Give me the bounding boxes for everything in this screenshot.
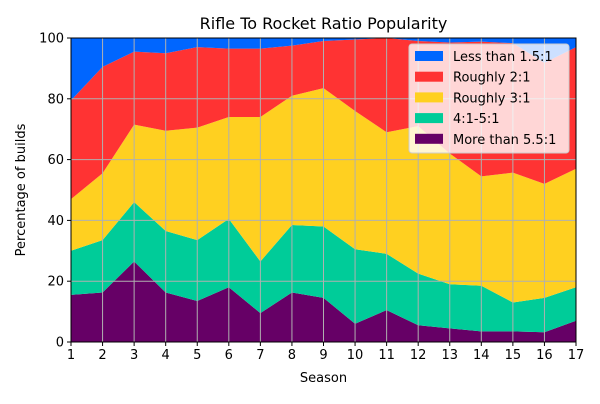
y-tick-label: 0 bbox=[56, 336, 64, 351]
y-tick-label: 80 bbox=[47, 92, 64, 107]
chart-title: Rifle To Rocket Ratio Popularity bbox=[200, 14, 448, 33]
x-tick-label: 9 bbox=[319, 348, 327, 363]
x-tick-label: 5 bbox=[193, 348, 201, 363]
x-tick-label: 10 bbox=[347, 348, 364, 363]
x-tick-label: 11 bbox=[378, 348, 395, 363]
x-axis-label: Season bbox=[300, 371, 347, 386]
x-tick-label: 14 bbox=[473, 348, 490, 363]
x-tick-label: 7 bbox=[256, 348, 264, 363]
x-tick-label: 3 bbox=[130, 348, 138, 363]
y-axis-label: Percentage of builds bbox=[14, 123, 29, 256]
y-tick-label: 40 bbox=[47, 214, 64, 229]
legend-swatch bbox=[415, 92, 443, 103]
y-tick-label: 100 bbox=[39, 32, 64, 47]
legend-label: 4:1-5:1 bbox=[453, 112, 500, 127]
legend-box bbox=[408, 43, 570, 154]
legend-swatch bbox=[415, 113, 443, 124]
x-tick-label: 1 bbox=[67, 348, 75, 363]
x-tick-label: 13 bbox=[441, 348, 458, 363]
legend-swatch bbox=[415, 133, 443, 144]
legend-label: More than 5.5:1 bbox=[453, 133, 556, 148]
legend-label: Roughly 2:1 bbox=[453, 71, 531, 86]
x-tick-label: 8 bbox=[288, 348, 296, 363]
legend-label: Roughly 3:1 bbox=[453, 91, 531, 106]
legend-swatch bbox=[415, 51, 443, 61]
x-tick-label: 17 bbox=[568, 348, 585, 363]
legend: Less than 1.5:1 Roughly 2:1 Roughly 3:1 4:1… bbox=[408, 43, 570, 154]
x-tick-label: 15 bbox=[505, 348, 522, 363]
legend-label: Less than 1.5:1 bbox=[453, 50, 553, 65]
x-tick-label: 12 bbox=[410, 348, 427, 363]
legend-swatch bbox=[415, 71, 443, 82]
x-tick-label: 6 bbox=[225, 348, 233, 363]
y-tick-label: 20 bbox=[47, 275, 64, 290]
y-tick-label: 60 bbox=[47, 153, 64, 168]
x-tick-label: 16 bbox=[536, 348, 553, 363]
x-tick-label: 4 bbox=[162, 348, 170, 363]
x-tick-label: 2 bbox=[98, 348, 106, 363]
